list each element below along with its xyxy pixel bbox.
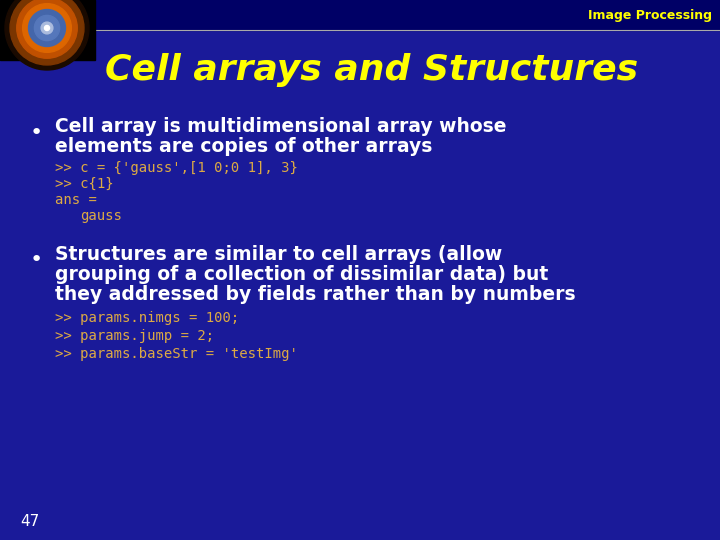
Text: Cell array is multidimensional array whose: Cell array is multidimensional array who…	[55, 118, 506, 137]
Text: Image Processing: Image Processing	[588, 9, 712, 22]
Circle shape	[35, 16, 60, 40]
Circle shape	[5, 0, 89, 70]
Circle shape	[17, 0, 77, 58]
Text: •: •	[30, 250, 43, 270]
Circle shape	[10, 0, 84, 65]
Text: >> params.baseStr = 'testImg': >> params.baseStr = 'testImg'	[55, 347, 298, 361]
Text: >> params.jump = 2;: >> params.jump = 2;	[55, 329, 214, 343]
Text: grouping of a collection of dissimilar data) but: grouping of a collection of dissimilar d…	[55, 265, 548, 284]
Circle shape	[29, 10, 66, 46]
Text: >> c{1}: >> c{1}	[55, 177, 114, 191]
Circle shape	[45, 25, 50, 31]
Bar	[0, 0, 95, 60]
Circle shape	[41, 22, 53, 34]
Text: •: •	[30, 123, 43, 143]
Text: gauss: gauss	[80, 209, 122, 223]
Text: elements are copies of other arrays: elements are copies of other arrays	[55, 138, 433, 157]
Bar	[0, 0, 720, 30]
Text: ans =: ans =	[55, 193, 97, 207]
Text: Structures are similar to cell arrays (allow: Structures are similar to cell arrays (a…	[55, 245, 503, 264]
Text: >> params.nimgs = 100;: >> params.nimgs = 100;	[55, 311, 239, 325]
Text: 47: 47	[20, 515, 40, 530]
Text: >> c = {'gauss',[1 0;0 1], 3}: >> c = {'gauss',[1 0;0 1], 3}	[55, 161, 298, 175]
Text: they addressed by fields rather than by numbers: they addressed by fields rather than by …	[55, 285, 575, 303]
Text: Cell arrays and Structures: Cell arrays and Structures	[105, 53, 638, 87]
Circle shape	[22, 4, 71, 52]
